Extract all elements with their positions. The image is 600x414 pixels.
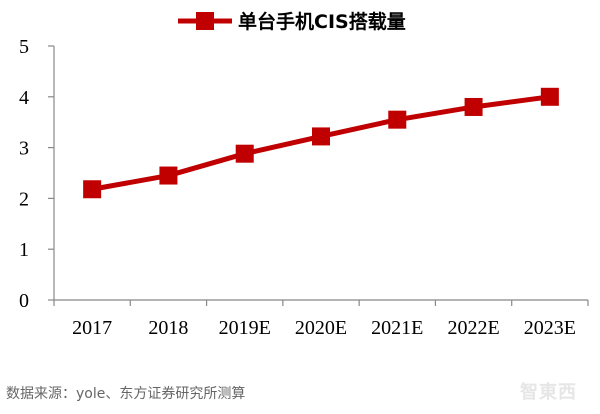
x-tick-label: 2022E bbox=[447, 317, 499, 339]
y-tick-labels: 0 1 2 3 4 5 bbox=[19, 36, 29, 312]
y-tick-label: 4 bbox=[19, 87, 29, 109]
legend: 单台手机CIS搭载量 bbox=[178, 10, 406, 33]
x-tick-label: 2020E bbox=[295, 317, 347, 339]
y-tick-label: 3 bbox=[19, 138, 29, 160]
x-tick-label: 2019E bbox=[219, 317, 271, 339]
x-tick-label: 2023E bbox=[524, 317, 576, 339]
series-cis-count bbox=[83, 87, 559, 199]
x-tick-label: 2017 bbox=[72, 317, 112, 339]
data-point-marker bbox=[235, 144, 254, 163]
x-tick-labels: 2017 2018 2019E 2020E 2021E 2022E 2023E bbox=[72, 317, 576, 339]
data-point-marker bbox=[312, 127, 330, 146]
x-tick-label: 2021E bbox=[371, 317, 423, 339]
legend-label: 单台手机CIS搭载量 bbox=[238, 10, 406, 33]
data-point-marker bbox=[83, 180, 102, 199]
y-tick-label: 1 bbox=[19, 239, 29, 261]
data-point-marker bbox=[159, 166, 178, 185]
data-point-marker bbox=[464, 97, 483, 116]
x-tick-label: 2018 bbox=[148, 317, 188, 339]
y-tick-label: 5 bbox=[19, 36, 29, 58]
data-point-marker bbox=[540, 87, 559, 106]
watermark-logo: 智東西 bbox=[520, 382, 577, 403]
axes bbox=[48, 45, 589, 306]
y-tick-label: 0 bbox=[19, 290, 29, 312]
legend-marker-swatch bbox=[196, 12, 214, 30]
source-note: 数据来源：yole、东方证券研究所测算 bbox=[6, 386, 246, 402]
data-point-marker bbox=[388, 110, 407, 129]
y-tick-label: 2 bbox=[19, 188, 29, 210]
